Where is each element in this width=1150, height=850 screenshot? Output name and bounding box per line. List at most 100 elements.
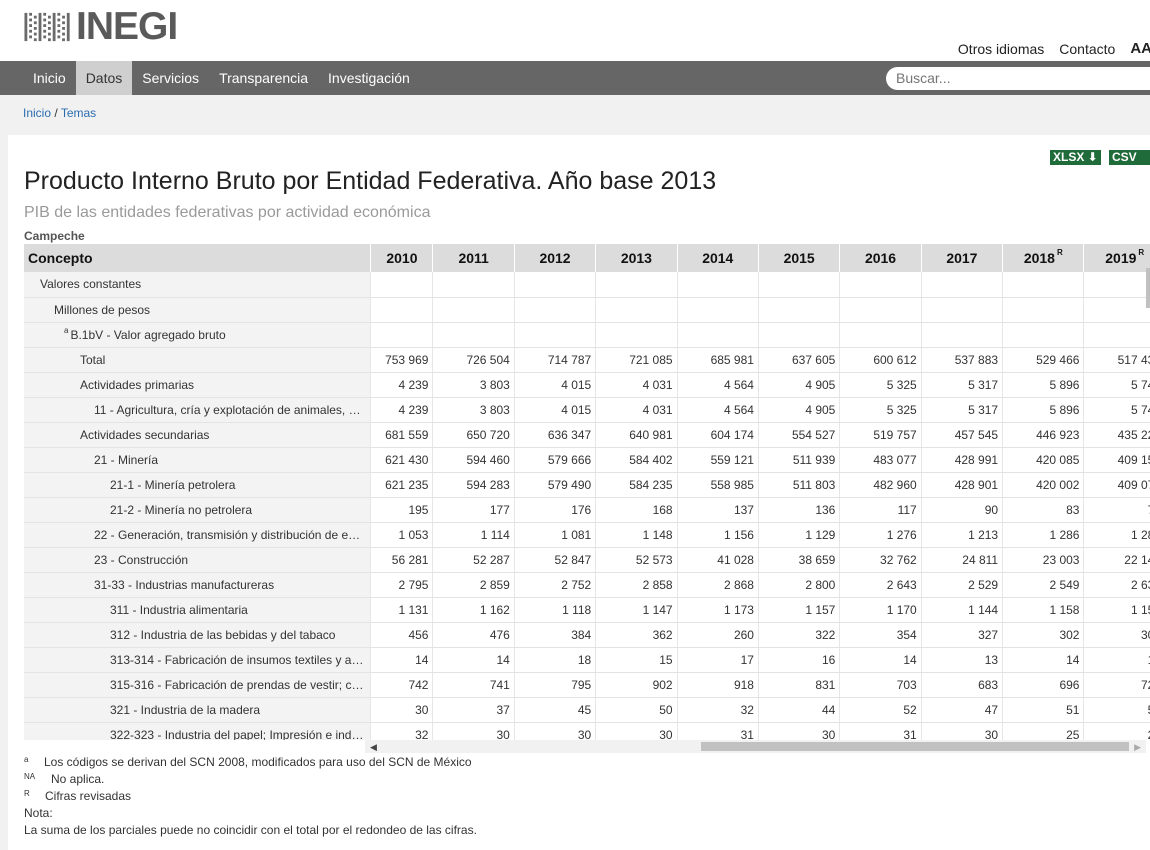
revised-mark: R	[1138, 248, 1145, 257]
value-cell	[514, 322, 597, 348]
value-cell: 1 081	[514, 522, 597, 548]
value-cell: 362	[595, 622, 678, 648]
value-cell: 45	[514, 697, 597, 723]
value-cell	[514, 272, 597, 298]
row-label-text: 21-2 - Minería no petrolera	[110, 502, 253, 517]
scrollbar-thumb[interactable]	[701, 742, 1129, 751]
value-cell: 52 573	[595, 547, 678, 573]
value-cell: 1 162	[432, 597, 515, 623]
site-header: INEGI Otros idiomas Contacto AA	[0, 0, 1150, 61]
value-cell: 38 659	[758, 547, 841, 573]
value-cell: 54	[1083, 697, 1150, 723]
value-cell: 14	[1002, 647, 1085, 673]
page-title: Producto Interno Bruto por Entidad Feder…	[24, 167, 717, 195]
value-cell: 726 504	[432, 347, 515, 373]
link-otros-idiomas[interactable]: Otros idiomas	[957, 40, 1045, 57]
value-cell: 32	[677, 697, 759, 723]
value-cell: 714 787	[514, 347, 597, 373]
value-cell: 2 859	[432, 572, 515, 598]
data-table-container[interactable]: Concepto 2010 2011 2012 2013 2014 2015 2016 201…	[24, 244, 1150, 740]
horizontal-scrollbar[interactable]: ◀ ▶	[365, 740, 1146, 753]
value-cell: 511 803	[758, 472, 841, 498]
column-header-year[interactable]: 2013	[595, 244, 678, 272]
value-cell: 24 811	[921, 547, 1004, 573]
value-cell: 703	[839, 672, 922, 698]
value-cell	[839, 297, 922, 323]
value-cell: 2 529	[921, 572, 1004, 598]
value-cell	[1083, 272, 1150, 298]
row-label-text: 11 - Agricultura, cría y explotación de …	[94, 402, 370, 417]
value-cell: 4 564	[677, 397, 759, 423]
breadcrumb-inicio[interactable]: Inicio	[23, 106, 52, 120]
data-table: Concepto 2010 2011 2012 2013 2014 2015 2016 201…	[24, 244, 1150, 740]
column-header-year[interactable]: 2018 R	[1002, 244, 1085, 272]
nav-item-transparencia[interactable]: Transparencia	[219, 70, 309, 86]
table-row: 322-323 - Industria del papel; Impresión…	[24, 722, 1150, 740]
year-label: 2011	[458, 250, 489, 266]
value-cell: 519 757	[839, 422, 922, 448]
value-cell: 354	[839, 622, 922, 648]
scroll-left-icon[interactable]: ◀	[370, 742, 377, 752]
value-cell: 594 460	[432, 447, 515, 473]
value-cell: 428 901	[921, 472, 1004, 498]
inegi-logo[interactable]: INEGI	[23, 7, 178, 46]
download-xlsx-button[interactable]: XLSX ⬇	[1050, 150, 1101, 165]
row-label: 11 - Agricultura, cría y explotación de …	[24, 397, 372, 423]
value-cell: 1 157	[1083, 597, 1150, 623]
value-cell: 1 148	[595, 522, 678, 548]
value-cell: 5 317	[921, 372, 1004, 398]
search-input[interactable]	[886, 67, 1150, 90]
value-cell: 17	[1083, 647, 1150, 673]
footnote-a: a Los códigos se derivan del SCN 2008, m…	[24, 754, 477, 771]
row-label-text: B.1bV - Valor agregado bruto	[70, 327, 226, 342]
value-cell: 4 564	[677, 372, 759, 398]
top-links: Otros idiomas Contacto AA	[958, 40, 1150, 57]
row-label: Millones de pesos	[24, 297, 372, 323]
column-header-year[interactable]: 2016	[839, 244, 922, 272]
value-cell: 600 612	[839, 347, 922, 373]
row-label-text: 311 - Industria alimentaria	[110, 602, 248, 617]
value-cell	[1002, 322, 1085, 348]
value-cell: 683	[921, 672, 1004, 698]
value-cell: 25	[1002, 722, 1085, 740]
link-contacto[interactable]: Contacto	[1059, 40, 1116, 57]
font-size-toggle[interactable]: AA	[1130, 40, 1150, 57]
column-header-year[interactable]: 2012	[514, 244, 597, 272]
value-cell: 30	[595, 722, 678, 740]
breadcrumb-temas[interactable]: Temas	[60, 106, 97, 120]
value-cell	[370, 272, 434, 298]
value-cell: 409 156	[1083, 447, 1150, 473]
value-cell: 23 003	[1002, 547, 1085, 573]
column-header-year[interactable]: 2019 R	[1083, 244, 1150, 272]
column-header-year[interactable]: 2015	[758, 244, 841, 272]
value-cell	[1083, 297, 1150, 323]
table-row: 315-316 - Fabricación de prendas de vest…	[24, 672, 1150, 698]
value-cell: 14	[370, 647, 434, 673]
table-row: Valores constantes	[24, 272, 1150, 298]
value-cell: 30	[921, 722, 1004, 740]
column-header-year[interactable]: 2011	[432, 244, 515, 272]
column-header-year[interactable]: 2017	[921, 244, 1004, 272]
scroll-right-icon[interactable]: ▶	[1134, 742, 1141, 752]
nav-item-inicio[interactable]: Inicio	[33, 70, 66, 86]
code-footnote-mark: a	[64, 325, 69, 335]
download-csv-button[interactable]: CSV ⬇	[1109, 150, 1150, 179]
value-cell: 721 085	[595, 347, 678, 373]
value-cell: 621 430	[370, 447, 434, 473]
value-cell: 1 129	[758, 522, 841, 548]
column-header-year[interactable]: 2010	[370, 244, 434, 272]
value-cell: 37	[432, 697, 515, 723]
value-cell: 4 015	[514, 372, 597, 398]
value-cell: 137	[677, 497, 759, 523]
column-header-year[interactable]: 2014	[677, 244, 759, 272]
value-cell: 5 317	[921, 397, 1004, 423]
value-cell: 5 742	[1083, 372, 1150, 398]
nav-item-investigacion[interactable]: Investigación	[328, 70, 410, 86]
vertical-scrollbar-thumb[interactable]	[1146, 268, 1150, 308]
value-cell: 30	[514, 722, 597, 740]
nav-item-servicios[interactable]: Servicios	[142, 70, 200, 86]
nav-item-datos[interactable]: Datos	[75, 61, 133, 95]
table-row: Actividades primarias 4 239 3 803 4 015 4 03…	[24, 372, 1150, 398]
column-header-concepto[interactable]: Concepto	[24, 244, 372, 272]
value-cell: 1 053	[370, 522, 434, 548]
